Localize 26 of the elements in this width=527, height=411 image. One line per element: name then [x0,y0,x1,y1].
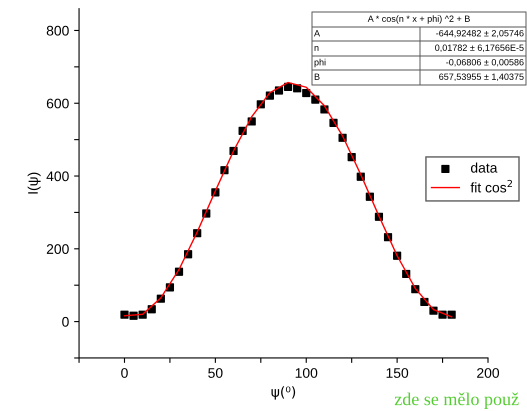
annotation: phi [314,58,326,68]
annotation: n [314,46,318,51]
x-tick-label: 200 [477,368,500,378]
annotation: B [314,74,320,80]
x-axis-title: ψ(⁰) [272,386,296,400]
y-tick-label: 400 [46,171,69,182]
y-tick-label: 600 [46,98,69,108]
y-tick-label: 200 [46,244,69,254]
x-tick-label: 100 [296,368,318,378]
annotation: A * cos(n * x + phi) ^2 + B [368,15,470,24]
text: zde se mělo použ [394,392,519,409]
point [293,84,302,92]
point [302,88,310,98]
y-tick-label: 0 [62,316,69,327]
annotation: -0,06806 ± 0,00586 [446,59,524,66]
x-tick-label: 0 [121,368,128,378]
legend-label: fit cos$^{2}$ [470,180,512,192]
x-tick-label: 50 [208,368,223,378]
annotation: 0,01782 ± 6,17656E-5 [435,44,524,52]
annotation: A [314,30,320,36]
annotation: -644,92482 ± 2,05746 [436,30,524,38]
x-tick-label: 150 [386,368,408,378]
y-axis-title: I(ψ) [28,172,41,194]
annotation: 657,53955 ± 1,40375 [439,74,524,81]
y-tick-label: 800 [46,26,69,36]
legend-label: data [470,162,498,173]
